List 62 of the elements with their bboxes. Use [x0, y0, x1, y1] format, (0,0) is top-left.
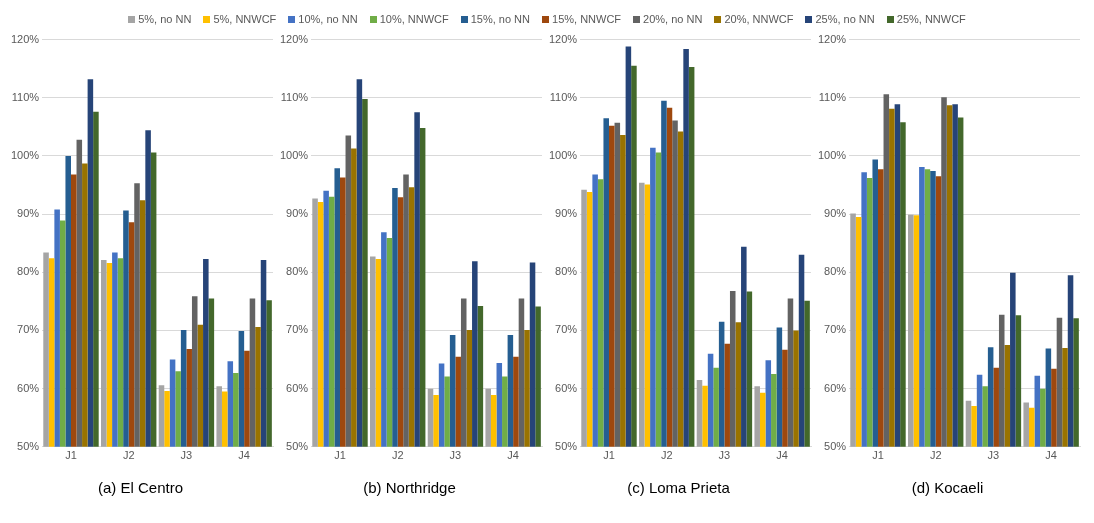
x-tick-label: J3	[180, 449, 193, 462]
x-tick-label: J2	[391, 449, 404, 462]
legend-label: 10%, NNWCF	[379, 13, 449, 25]
y-tick-label: 50%	[555, 439, 578, 452]
x-tick-label: J2	[929, 449, 942, 462]
y-tick-label: 70%	[555, 323, 578, 336]
x-tick-label: J4	[507, 449, 519, 462]
y-tick-label: 100%	[817, 148, 847, 161]
y-tick-label: 60%	[17, 381, 40, 394]
y-tick-label: 50%	[286, 439, 309, 452]
y-tick-label: 90%	[555, 207, 578, 220]
y-tick-label: 80%	[824, 265, 847, 278]
x-tick-label: J2	[122, 449, 135, 462]
y-tick-label: 70%	[824, 323, 847, 336]
y-tick-label: 120%	[279, 32, 309, 45]
y-tick-label: 60%	[555, 381, 578, 394]
legend-label: 20%, no NN	[643, 13, 703, 25]
y-tick-label: 110%	[11, 90, 40, 103]
text: (d) Kocaeli	[911, 479, 984, 497]
x-tick-label: J4	[776, 449, 788, 462]
y-tick-label: 100%	[279, 148, 309, 161]
legend-label: 15%, no NN	[470, 13, 531, 25]
legend-label: 10%, no NN	[298, 13, 358, 25]
x-tick-label: J1	[334, 449, 346, 462]
y-tick-label: 70%	[286, 323, 309, 336]
y-tick-label: 50%	[824, 439, 847, 452]
text: (b) Northridge	[363, 479, 456, 497]
y-tick-label: 120%	[817, 32, 847, 45]
y-tick-label: 110%	[818, 90, 847, 103]
text: (a) El Centro	[97, 479, 184, 497]
legend-label: 15%, NNWCF	[552, 13, 622, 25]
y-tick-label: 60%	[286, 381, 309, 394]
x-tick-label: J4	[1045, 449, 1057, 462]
y-tick-label: 100%	[10, 148, 40, 161]
y-tick-label: 90%	[17, 207, 40, 220]
y-tick-label: 90%	[824, 207, 847, 220]
x-tick-label: J4	[238, 449, 250, 462]
y-tick-label: 50%	[17, 439, 40, 452]
y-tick-label: 80%	[286, 265, 309, 278]
text: (c) Loma Prieta	[627, 479, 731, 497]
y-tick-label: 120%	[548, 32, 578, 45]
y-tick-label: 80%	[17, 265, 40, 278]
y-tick-label: 70%	[17, 323, 40, 336]
y-tick-label: 110%	[280, 90, 309, 103]
x-tick-label: J1	[603, 449, 615, 462]
x-tick-label: J1	[872, 449, 884, 462]
x-tick-label: J3	[987, 449, 1000, 462]
x-tick-label: J3	[449, 449, 462, 462]
legend-label: 25%, NNWCF	[896, 13, 966, 25]
y-tick-label: 120%	[10, 32, 40, 45]
y-tick-label: 110%	[549, 90, 578, 103]
legend-label: 5%, no NN	[138, 13, 192, 25]
x-tick-label: J3	[718, 449, 731, 462]
y-tick-label: 100%	[548, 148, 578, 161]
legend-label: 25%, no NN	[815, 13, 875, 25]
x-tick-label: J2	[660, 449, 673, 462]
y-tick-label: 60%	[824, 381, 847, 394]
legend-label: 20%, NNWCF	[724, 13, 794, 25]
y-tick-label: 90%	[286, 207, 309, 220]
y-tick-label: 80%	[555, 265, 578, 278]
legend-label: 5%, NNWCF	[213, 13, 277, 25]
x-tick-label: J1	[65, 449, 77, 462]
